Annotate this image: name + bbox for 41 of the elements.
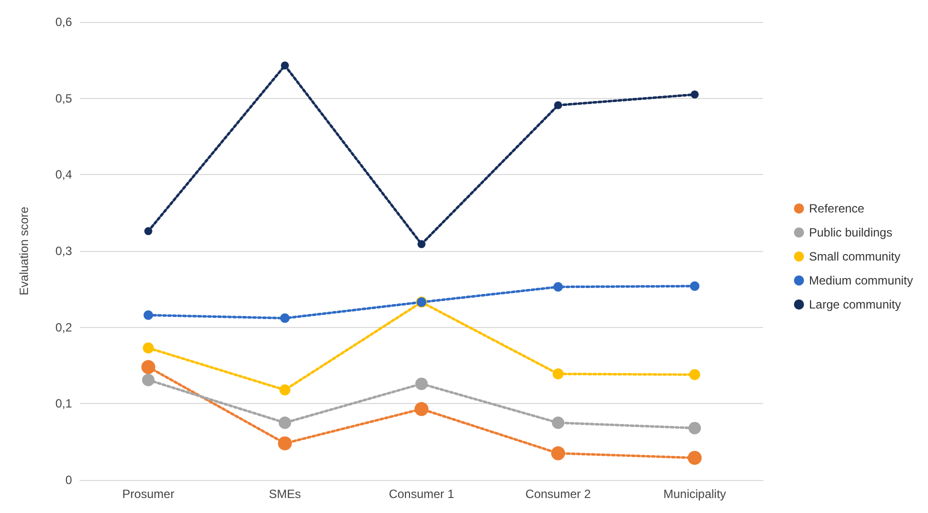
point	[418, 240, 426, 248]
point	[278, 436, 292, 450]
point	[141, 360, 156, 374]
y-tick-label: 0,6	[55, 15, 72, 29]
x-tick-label: Consumer 1	[388, 487, 454, 501]
point	[278, 416, 292, 429]
point	[142, 342, 154, 354]
point	[554, 101, 562, 110]
point	[553, 282, 563, 292]
legend-label: Medium community	[808, 274, 914, 288]
point	[690, 281, 700, 291]
point	[415, 378, 428, 390]
point	[688, 450, 702, 465]
x-tick-label: SMEs	[268, 487, 301, 501]
y-tick-label: 0,4	[55, 168, 72, 182]
point	[280, 313, 290, 323]
point	[688, 422, 701, 434]
y-tick-label: 0,5	[55, 91, 72, 106]
y-tick-label: 0,3	[55, 244, 72, 258]
point	[552, 368, 564, 380]
point	[280, 62, 289, 70]
point	[142, 374, 155, 386]
y-tick-label: 0,1	[55, 396, 72, 411]
point	[552, 416, 564, 429]
point	[144, 310, 154, 320]
point	[144, 227, 152, 236]
point	[551, 446, 566, 460]
y-tick-label: 0	[65, 473, 72, 487]
y-axis-title: Evaluation score	[17, 206, 31, 296]
legend-label: Reference	[808, 202, 865, 216]
legend-label: Small community	[808, 250, 900, 264]
legend-label: Large community	[808, 298, 902, 312]
point	[279, 384, 290, 396]
point	[414, 402, 428, 416]
x-tick-label: Prosumer	[122, 487, 174, 501]
x-tick-label: Consumer 2	[525, 487, 592, 501]
point	[690, 90, 699, 99]
x-tick-label: Municipality	[663, 487, 726, 501]
point	[689, 369, 700, 380]
y-tick-label: 0,2	[55, 320, 72, 334]
legend-label: Public buildings	[808, 226, 892, 240]
